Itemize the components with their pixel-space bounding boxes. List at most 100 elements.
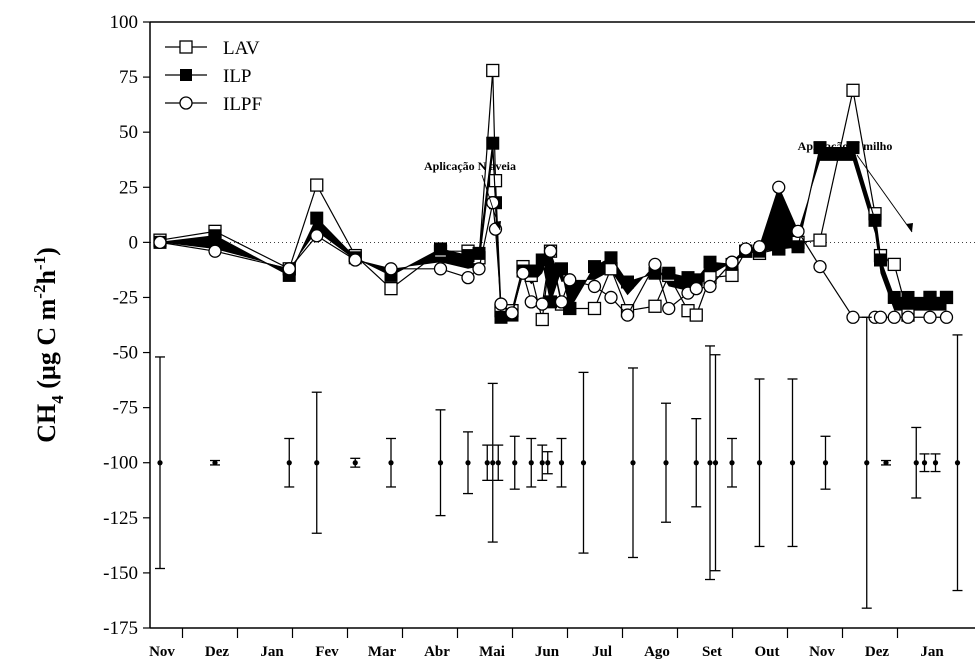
point-ilpf: [604, 290, 618, 305]
point-ilpf: [524, 295, 538, 309]
point-ilp: [901, 290, 915, 304]
month-label: Jan: [260, 644, 284, 660]
month-label: Jun: [535, 644, 560, 660]
errorbar-center: [789, 460, 796, 466]
point-lav: [813, 233, 827, 247]
point-ilp: [874, 253, 887, 267]
month-label: Set: [702, 644, 722, 660]
point-ilpf: [535, 297, 549, 311]
errorbar-center: [580, 460, 587, 466]
point-ilpf: [433, 262, 448, 276]
errorbar-center: [157, 460, 163, 466]
point-lav: [310, 178, 324, 192]
point-ilp: [555, 262, 568, 276]
point-ilpf: [208, 244, 222, 258]
y-tick-label: 75: [119, 67, 138, 88]
month-label: Jan: [920, 644, 944, 660]
annotation-arrowhead: [494, 221, 501, 230]
errorbar-center: [539, 460, 545, 466]
point-ilpf: [939, 310, 954, 324]
point-ilpf: [563, 273, 577, 287]
point-lav: [384, 281, 398, 296]
errorbar-center: [707, 460, 713, 466]
month-label: Dez: [205, 644, 229, 660]
point-ilp: [535, 253, 549, 267]
ilp-filled-band: [160, 143, 947, 318]
y-tick-label: -100: [103, 453, 138, 474]
point-ilp: [494, 310, 508, 324]
legend-label-lav: LAV: [223, 38, 260, 59]
point-ilpf: [923, 310, 937, 324]
series-line-lav: [159, 70, 947, 320]
point-ilp: [846, 141, 860, 155]
annotation-arrowhead: [906, 223, 913, 232]
point-ilpf: [887, 310, 901, 324]
legend-marker-lav: [179, 40, 193, 54]
month-label: Nov: [149, 644, 175, 660]
errorbar-center: [465, 460, 471, 466]
point-ilp: [434, 242, 447, 256]
point-ilp: [772, 242, 786, 256]
errorbar-center: [388, 460, 394, 466]
annotation-arrow: [856, 154, 913, 233]
errorbar-center: [822, 460, 829, 466]
month-label: Out: [754, 644, 779, 660]
point-ilp: [461, 249, 475, 263]
y-tick-label: -175: [103, 618, 138, 639]
legend-label-ilpf: ILPF: [223, 94, 262, 115]
point-ilpf: [752, 240, 767, 254]
point-ilp: [604, 251, 618, 265]
y-tick-label: -75: [113, 398, 138, 419]
errorbar-center: [314, 460, 320, 466]
month-label: Nov: [809, 644, 835, 660]
errorbar-center: [729, 460, 735, 466]
svg-text:CH4 (µg C m-2h-1): CH4 (µg C m-2h-1): [30, 247, 67, 443]
point-ilpf: [725, 255, 739, 269]
point-ilpf: [153, 235, 167, 250]
errorbar-center: [437, 460, 444, 466]
point-ilpf: [516, 266, 530, 280]
errorbar-center: [545, 460, 551, 466]
point-ilpf: [494, 297, 508, 311]
errorbar-center: [883, 460, 889, 466]
point-ilpf: [543, 244, 558, 258]
month-label: Jul: [592, 644, 612, 660]
annotation-label: Aplicação N aveia: [424, 159, 516, 173]
point-lav: [535, 312, 549, 327]
point-lav: [725, 268, 739, 283]
point-ilp: [621, 275, 634, 289]
point-ilpf: [472, 262, 486, 276]
point-ilp: [662, 266, 676, 280]
point-lav: [689, 308, 703, 322]
point-ilpf: [703, 279, 717, 294]
point-lav: [486, 63, 500, 78]
legend-label-ilp: ILP: [223, 66, 252, 87]
errorbar-center: [693, 460, 699, 466]
series-line-ilpf: [159, 185, 947, 318]
point-ilp: [868, 213, 882, 227]
y-tick-label: 0: [129, 232, 139, 253]
plot-area: 100 75 50 25 0 -25 -50 -75 -100 -125 -150 -175 Nov De…: [103, 12, 975, 660]
errorbar-center: [495, 460, 501, 466]
point-ilpf: [620, 308, 635, 322]
point-lav: [887, 257, 901, 272]
errorbar-center: [663, 460, 669, 466]
point-ilpf: [739, 242, 753, 256]
y-tick-label: -50: [113, 343, 138, 364]
annotation-arrow: [481, 174, 501, 231]
point-ilpf: [689, 281, 703, 296]
point-ilp: [940, 290, 953, 304]
errorbar-center: [630, 460, 636, 466]
errorbar-center: [212, 460, 218, 466]
y-tick-label: 100: [110, 12, 139, 33]
month-label: Abr: [424, 644, 450, 660]
errorbar-center: [756, 460, 763, 466]
y-axis-label: CH4 (µg C m-2h-1): [30, 247, 67, 443]
y-tick-label: 50: [119, 122, 138, 143]
point-ilpf: [662, 301, 676, 316]
annotation-label: Aplicação N milho: [798, 139, 893, 153]
point-ilpf: [282, 262, 296, 276]
errorbar-center: [286, 460, 292, 466]
point-ilpf: [846, 310, 860, 324]
